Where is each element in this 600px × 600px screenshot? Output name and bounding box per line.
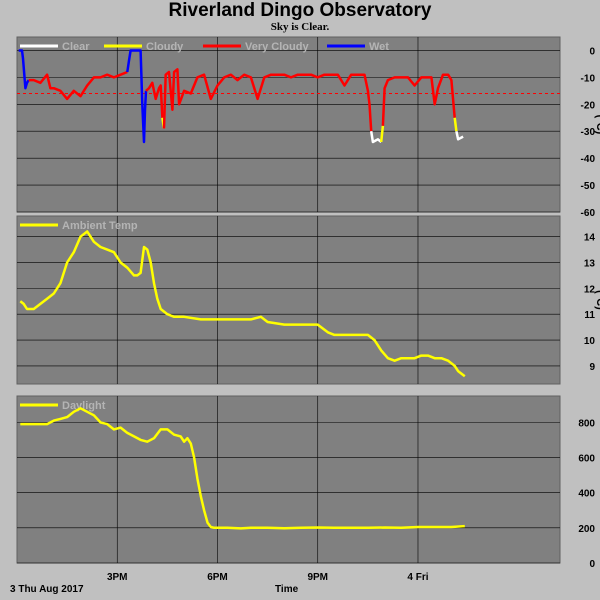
y-tick-label: 600 [578,454,595,465]
y-tick-label: 0 [589,46,595,57]
x-tick-label: 9PM [307,572,328,583]
y-tick-label: 400 [578,489,595,500]
y-tick-label: 14 [584,233,596,244]
y-tick-label: 9 [589,362,595,373]
cloud-segment-wet [18,49,30,90]
y-axis-unit: (°C) [594,290,600,310]
x-tick-label: 4 Fri [407,572,428,583]
y-tick-label: 10 [584,336,596,347]
y-tick-label: 13 [584,259,596,270]
cloud-segment-clear [369,131,382,144]
cloud-segment-wet [126,49,148,144]
legend-label: Wet [369,41,389,53]
sky-status: Sky is Clear. [270,21,330,33]
x-axis-title: Time [275,584,299,595]
y-tick-label: 12 [584,284,596,295]
cloud-segment-very-cloudy [381,73,456,126]
legend-label: Cloudy [146,41,184,53]
y-tick-label: -40 [581,154,596,165]
cloud-segment-cloudy [453,117,458,132]
page-title: Riverland Dingo Observatory [168,0,432,21]
series-line [19,230,466,378]
cloud-segment-very-cloudy [28,70,128,101]
y-tick-label: -50 [581,181,596,192]
y-tick-label: -60 [581,208,596,219]
y-tick-label: -20 [581,100,596,111]
cloud-segment-cloudy [379,125,385,143]
y-tick-label: -30 [581,127,596,138]
cloud-segment-very-cloudy [162,68,373,132]
legend-label: Very Cloudy [245,41,309,53]
y-tick-label: 0 [589,559,595,570]
date-label: 3 Thu Aug 2017 [10,584,84,595]
plot-area [16,215,561,385]
y-tick-label: 800 [578,418,595,429]
y-tick-label: -10 [581,73,596,84]
daylight-chart: 800 600 400 200 0 Daylight [16,395,595,570]
legend-label: Daylight [62,400,106,412]
series-line [20,407,465,530]
y-tick-label: 200 [578,524,595,535]
plot-area [16,36,561,213]
x-tick-label: 6PM [207,572,228,583]
y-tick-label: 11 [584,310,595,321]
x-tick-label: 3PM [107,572,128,583]
cloud-segment-clear [455,130,464,141]
legend-label: Clear [62,41,90,53]
cloud-chart: 0 -10 -20 -30 -40 -50 -60 3PM 6PM 9PM 4 Fri (°C) Cle… [16,36,600,583]
ambient-temp-chart: 14 13 12 11 10 9 (°C) Ambient Temp [16,215,600,385]
cloud-segment-very-cloudy [145,81,164,118]
legend-label: Ambient Temp [62,220,138,232]
y-axis-unit: (°C) [594,115,600,135]
